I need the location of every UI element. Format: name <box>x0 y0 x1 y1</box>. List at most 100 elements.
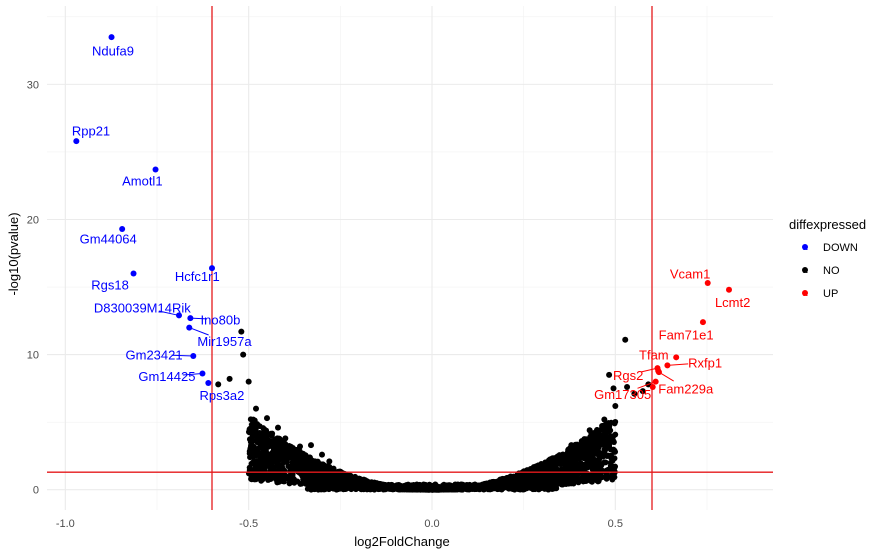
ns-point <box>568 442 575 449</box>
ns-point <box>589 438 596 445</box>
ns-point <box>601 438 608 444</box>
significant-points <box>73 34 732 391</box>
ns-point <box>606 371 613 378</box>
ns-point <box>284 443 291 450</box>
threshold-lines <box>47 6 773 510</box>
ns-point <box>457 485 463 492</box>
ns-point <box>349 477 356 484</box>
ns-point <box>259 468 266 474</box>
label-leader-line <box>641 367 658 373</box>
significant-point <box>130 270 137 277</box>
ns-point <box>597 426 604 433</box>
gene-label: Fam229a <box>658 381 714 396</box>
ns-point <box>335 471 342 478</box>
ns-point <box>512 473 519 480</box>
label-leader-line <box>182 373 203 376</box>
label-leader-line <box>158 310 180 316</box>
ns-point <box>548 456 554 463</box>
ns-point <box>604 469 610 476</box>
ns-point <box>611 420 618 427</box>
ns-point <box>300 460 307 467</box>
ns-point <box>587 475 594 482</box>
ns-point <box>595 450 602 457</box>
y-tick-label: 0 <box>33 485 39 497</box>
ns-point <box>251 459 257 465</box>
ns-point <box>278 453 285 460</box>
ns-point <box>489 485 496 492</box>
gene-label: Tfam <box>639 348 669 363</box>
ns-point <box>580 455 587 462</box>
ns-point <box>433 484 440 491</box>
ns-point <box>287 464 293 471</box>
ns-point <box>521 485 528 492</box>
ns-point <box>548 474 555 480</box>
ns-point <box>443 484 449 491</box>
y-axis-title: -log10(pvalue) <box>6 212 21 295</box>
gene-label: Lcmt2 <box>715 295 750 310</box>
ns-point <box>294 459 301 466</box>
ns-point <box>326 464 333 471</box>
significant-point <box>704 279 711 286</box>
ns-point <box>484 483 491 490</box>
legend-key-letter: a <box>802 288 808 298</box>
gene-label: Ndufa9 <box>92 44 134 59</box>
ns-point <box>542 474 549 480</box>
ns-point <box>247 416 254 423</box>
gene-label: Vcam1 <box>670 267 710 282</box>
ns-point <box>566 477 573 484</box>
gene-label: Gm14425 <box>138 369 195 384</box>
legend-label: UP <box>823 288 838 300</box>
legend-label: NO <box>823 265 840 277</box>
ns-point <box>639 388 646 395</box>
label-leader-line <box>171 354 194 357</box>
ns-point <box>605 420 612 426</box>
ns-point <box>279 465 286 471</box>
ns-point <box>561 472 568 479</box>
significant-point <box>205 379 212 386</box>
ns-point <box>273 441 279 448</box>
ns-point <box>493 482 500 489</box>
ns-point <box>319 451 325 458</box>
gene-label: Ino80b <box>201 312 241 327</box>
ns-point <box>599 474 606 481</box>
ns-point <box>246 427 253 434</box>
ns-point <box>631 390 638 397</box>
ns-point <box>535 485 541 492</box>
legend-key-point <box>802 267 808 273</box>
ns-point <box>226 375 233 382</box>
legend-title: diffexpressed <box>789 217 866 232</box>
ns-point <box>588 461 594 468</box>
ns-point <box>240 351 247 358</box>
ns-point <box>291 447 298 453</box>
gene-label: Gm23421 <box>126 348 183 363</box>
ns-point <box>267 438 274 445</box>
ns-point <box>611 464 618 471</box>
ns-point <box>364 482 370 489</box>
ns-point <box>295 451 302 458</box>
ns-point <box>594 477 601 484</box>
ns-point <box>287 471 294 478</box>
y-axis-ticks: 0 10 20 30 <box>27 79 39 496</box>
ns-point <box>283 474 290 480</box>
ns-point <box>425 486 432 493</box>
ns-point <box>326 458 333 465</box>
ns-point <box>378 483 385 490</box>
ns-point <box>330 485 337 492</box>
ns-point <box>258 450 264 457</box>
ns-point <box>579 438 586 445</box>
ns-point <box>557 454 564 461</box>
legend-key-letter: a <box>802 242 808 252</box>
ns-point <box>535 462 542 469</box>
label-leader-line <box>658 371 674 382</box>
ns-point <box>521 476 528 483</box>
significant-point <box>119 225 126 232</box>
significant-point <box>726 286 732 293</box>
gene-label: Rps3a2 <box>199 388 244 403</box>
ns-point <box>255 445 262 452</box>
ns-point <box>572 460 579 467</box>
ns-point <box>507 482 514 489</box>
gene-label: Rgs18 <box>91 277 129 292</box>
ns-point <box>411 484 418 491</box>
ns-point <box>342 471 348 478</box>
ns-point <box>541 483 548 489</box>
